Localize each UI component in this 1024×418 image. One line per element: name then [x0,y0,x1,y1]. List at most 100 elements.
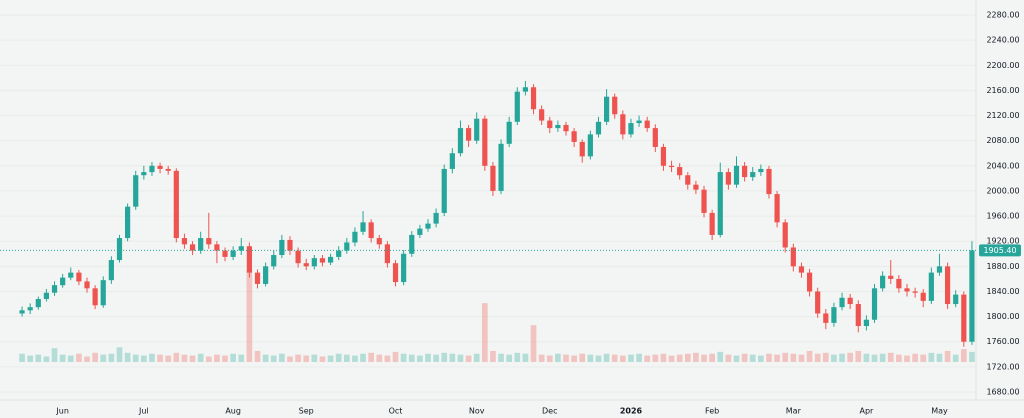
volume-bar [481,303,488,362]
candle-body [522,87,529,92]
volume-bar [863,353,870,362]
volume-bar [871,354,878,362]
volume-bar [108,353,115,362]
candle-body [279,239,285,256]
volume-bar [555,353,561,362]
candle-body [482,118,488,166]
x-tick-label: Jun [55,407,69,416]
x-tick-label: Oct [389,407,403,416]
candle-body [506,121,512,144]
candle-body [750,172,756,178]
last-price-box [979,244,1021,257]
volume-bar [896,354,902,362]
candle-body [612,96,618,115]
volume-bar [904,355,910,362]
volume-bar [279,353,285,362]
volume-bar [839,353,845,362]
volume-bar [619,355,626,362]
x-tick-label: May [931,407,948,416]
volume-bar [684,353,691,362]
volume-bar [879,353,886,362]
candle-body [409,234,415,254]
volume-bar [433,354,439,362]
candle-body [758,168,764,173]
y-tick-label: 1720.00 [986,362,1019,371]
y-tick-label: 1960.00 [986,212,1019,221]
candle-body [401,253,407,283]
candle-body [798,266,805,273]
candle-body [100,280,106,306]
y-tick-label: 1800.00 [986,312,1019,321]
candle-body [384,244,390,264]
volume-bar [782,352,789,362]
volume-bar [352,355,358,362]
candle-body [392,263,399,283]
volume-bar [798,354,805,362]
candle-body [368,222,374,239]
volume-bar [587,354,594,362]
x-tick-label: Feb [705,407,719,416]
x-tick-label: Jul [138,407,149,416]
candle-body [27,307,33,311]
volume-bar [644,355,651,362]
candle-body [417,228,423,235]
candle-body [246,246,252,273]
y-tick-label: 1680.00 [986,388,1019,397]
volume-bar [668,355,675,362]
candle-body [43,292,50,300]
candle-body [920,292,926,301]
candle-body [271,255,277,267]
candle-body [133,175,139,207]
volume-bar [392,351,399,362]
volume-bar [766,353,772,362]
candle-body [449,153,455,169]
volume-bar [676,354,683,362]
y-tick-label: 2120.00 [986,111,1019,120]
candle-body [677,167,683,176]
candle-body [823,313,829,323]
volume-bar [238,354,245,362]
volume-bar [603,353,610,362]
candle-body [311,258,317,267]
volume-bar [165,355,172,362]
volume-bar [628,354,634,362]
candle-body [555,124,561,129]
candle-body [230,250,236,257]
candle-body [68,272,74,278]
volume-bar [855,350,862,362]
candle-body [953,294,959,305]
candle-body [717,172,723,235]
candle-body [855,304,861,327]
candle-body [173,170,179,239]
volume-bar [27,355,34,362]
volume-bar [246,270,253,362]
volume-bar [19,353,25,362]
volume-bar [92,352,98,362]
volume-bar [774,354,780,362]
candle-body [198,238,204,251]
candle-body [125,206,131,239]
volume-bar [944,350,951,362]
volume-bar [417,355,423,362]
candle-body [214,244,220,251]
candle-body [571,131,577,142]
candle-body [904,288,910,292]
candle-body [181,238,188,245]
candle-body [319,258,326,263]
candle-body [498,143,504,191]
volume-bar [360,353,366,362]
volume-bar [636,353,642,362]
volume-bar [717,351,724,362]
candle-body [441,168,447,213]
candle-body [287,239,293,251]
volume-bar [327,355,334,362]
volume-bar [831,354,837,362]
candle-body [157,165,163,169]
volume-bar [579,353,586,362]
volume-bar [149,353,155,362]
volume-bar [806,350,813,362]
candle-body [344,242,350,251]
candle-body [579,141,585,157]
